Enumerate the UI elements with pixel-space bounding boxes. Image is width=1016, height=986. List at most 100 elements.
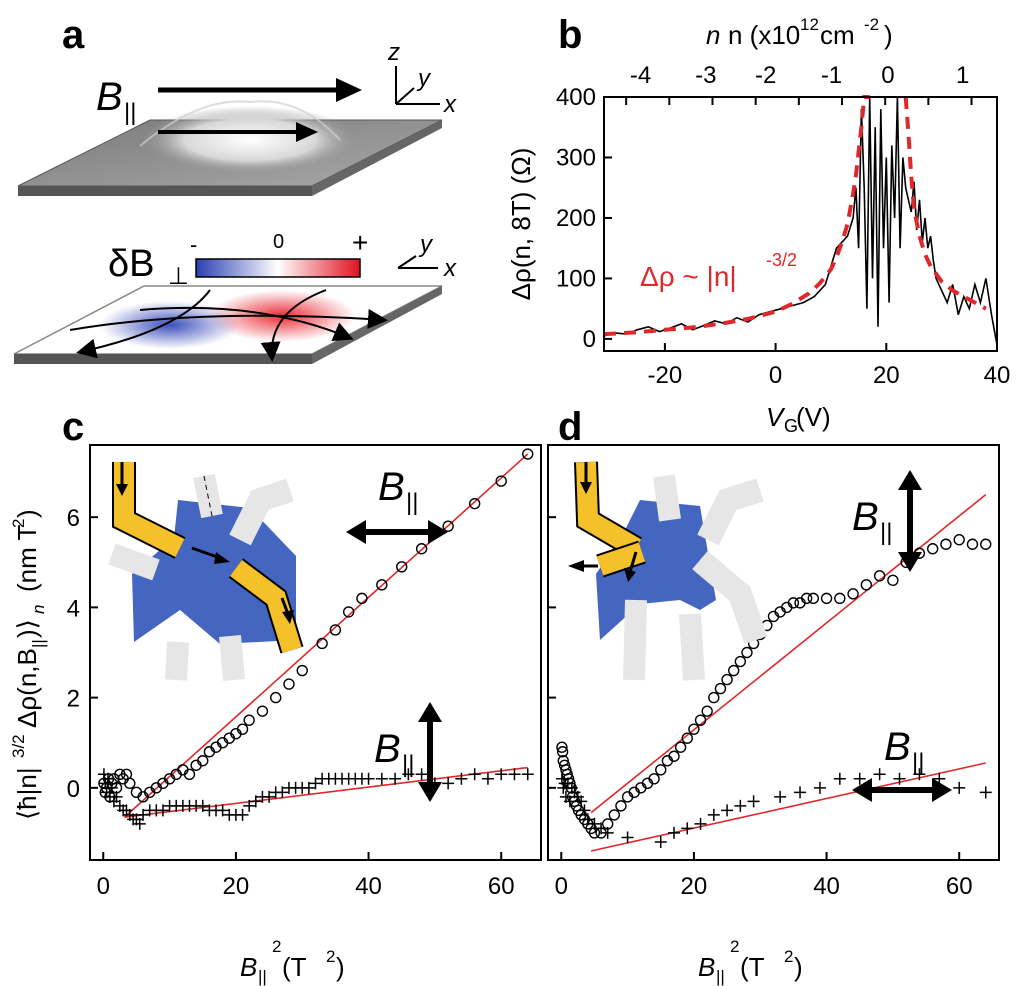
d-plus-point bbox=[694, 817, 707, 830]
b-xtick-label: 40 bbox=[984, 362, 1011, 389]
d-xtick-label: 40 bbox=[813, 873, 840, 900]
d-plus-point bbox=[813, 781, 826, 794]
d-circle-point bbox=[940, 538, 952, 550]
c-circle-point bbox=[522, 448, 534, 460]
d-circle-point bbox=[714, 682, 727, 695]
d-bpar-v-label: B bbox=[852, 495, 879, 539]
c-circle-point bbox=[342, 606, 355, 618]
delta-b-perp-sub: ⊥ bbox=[168, 263, 189, 290]
c-plus-point bbox=[276, 786, 289, 799]
c-fit-0 bbox=[123, 453, 529, 818]
d-plus-point bbox=[953, 781, 966, 794]
colorbar-zero: 0 bbox=[273, 231, 284, 253]
c-plus-point bbox=[196, 799, 209, 812]
fit-label-exp: -3/2 bbox=[766, 250, 797, 270]
d-plus-point bbox=[747, 795, 760, 808]
b-ytick-label: 400 bbox=[556, 84, 596, 111]
b-toptick-label: 0 bbox=[881, 62, 894, 89]
c-plus-point bbox=[495, 768, 508, 781]
d-plus-point bbox=[668, 826, 681, 839]
d-plus-point bbox=[734, 799, 747, 812]
device-inset-d bbox=[568, 461, 768, 681]
colorbar bbox=[195, 258, 361, 278]
b-xtick-label: -20 bbox=[648, 362, 683, 389]
c-circle-point bbox=[124, 777, 136, 790]
d-circle-point bbox=[648, 773, 660, 785]
c-circle-point bbox=[270, 691, 282, 704]
vg-sub: G bbox=[784, 416, 798, 436]
c-plus-point bbox=[133, 817, 146, 830]
c-plus-point bbox=[249, 795, 262, 808]
colorbar-minus: - bbox=[190, 232, 197, 257]
c-circle-point bbox=[236, 723, 249, 735]
c-fit-1 bbox=[124, 766, 528, 818]
c-xtick-label: 40 bbox=[355, 873, 382, 900]
c-xtick-label: 60 bbox=[488, 873, 515, 900]
d-circle-point bbox=[721, 673, 733, 686]
d-plus-point bbox=[873, 768, 886, 781]
d-circle-point bbox=[728, 664, 740, 677]
c-bpar-v-label: B bbox=[374, 727, 401, 771]
d-circle-point bbox=[734, 655, 747, 668]
bpar-vertical-d: B || bbox=[852, 470, 922, 572]
c-plus-point bbox=[402, 768, 415, 781]
vg-label: V bbox=[766, 402, 786, 432]
d-xlabel-sub: || bbox=[716, 967, 725, 986]
yx-axes: y x bbox=[397, 231, 457, 282]
c-xlabel-unit-exp: 2 bbox=[326, 947, 335, 966]
d-plus-point bbox=[581, 813, 594, 826]
b-series-0 bbox=[603, 96, 998, 346]
axis2-y-label: y bbox=[418, 231, 434, 258]
c-circle-point bbox=[356, 592, 368, 605]
plot-d-frame bbox=[547, 444, 1000, 861]
c-circle-point bbox=[396, 561, 408, 573]
d-xtick-label: 60 bbox=[946, 873, 973, 900]
c-xlabel-unit-close: ) bbox=[336, 952, 345, 982]
d-plus-point bbox=[578, 804, 591, 817]
c-xlabel-sub: || bbox=[258, 967, 267, 986]
d-circle-point bbox=[674, 741, 687, 753]
ylabel-cd-end: )⟩ bbox=[12, 619, 42, 638]
b-toptick-label: -2 bbox=[755, 62, 776, 89]
axis2-x-label: x bbox=[443, 255, 457, 282]
c-plus-point bbox=[415, 768, 428, 781]
d-circle-point bbox=[741, 646, 753, 659]
c-plus-point bbox=[105, 781, 118, 794]
c-circle-point bbox=[442, 520, 454, 532]
panel-letter-a: a bbox=[62, 13, 85, 57]
c-plus-point bbox=[362, 772, 375, 785]
axis-x-label: x bbox=[443, 91, 457, 118]
d-circle-point bbox=[694, 714, 707, 726]
c-xtick-label: 0 bbox=[97, 873, 110, 900]
d-xlabel-b: B bbox=[698, 952, 715, 982]
c-plus-point bbox=[101, 772, 114, 785]
d-plus-point bbox=[913, 768, 926, 781]
b-parallel-arrowhead-lower bbox=[296, 122, 318, 142]
c-plus-point bbox=[243, 799, 256, 812]
d-circle-point bbox=[860, 579, 873, 591]
c-plus-point bbox=[389, 772, 402, 785]
c-plus-point bbox=[375, 772, 388, 785]
d-circle-point bbox=[681, 732, 693, 744]
d-circle-point bbox=[834, 592, 846, 605]
slab-with-bump bbox=[17, 100, 443, 196]
b-toptick-label: 1 bbox=[956, 62, 969, 89]
d-bpar-h-sub: || bbox=[912, 749, 924, 776]
d-plus-point bbox=[595, 822, 608, 835]
b-ytick-label: 100 bbox=[556, 265, 596, 292]
d-xlabel-unit: (T bbox=[740, 952, 765, 982]
c-plus-point bbox=[468, 768, 481, 781]
c-plus-point bbox=[442, 777, 455, 790]
c-bpar-v-sub: || bbox=[402, 751, 414, 778]
d-plus-point bbox=[774, 790, 787, 803]
d-circle-point bbox=[887, 574, 899, 587]
c-circle-point bbox=[468, 497, 481, 510]
c-plus-point bbox=[302, 781, 315, 794]
c-circle-point bbox=[495, 475, 507, 487]
d-circle-point bbox=[688, 723, 700, 735]
plot-d-area bbox=[555, 493, 992, 852]
panel-a: a B || z y x δB ⊥ - 0 + bbox=[13, 13, 457, 364]
d-plus-point bbox=[588, 817, 601, 830]
d-plus-point bbox=[979, 786, 992, 799]
c-circle-point bbox=[283, 678, 295, 690]
